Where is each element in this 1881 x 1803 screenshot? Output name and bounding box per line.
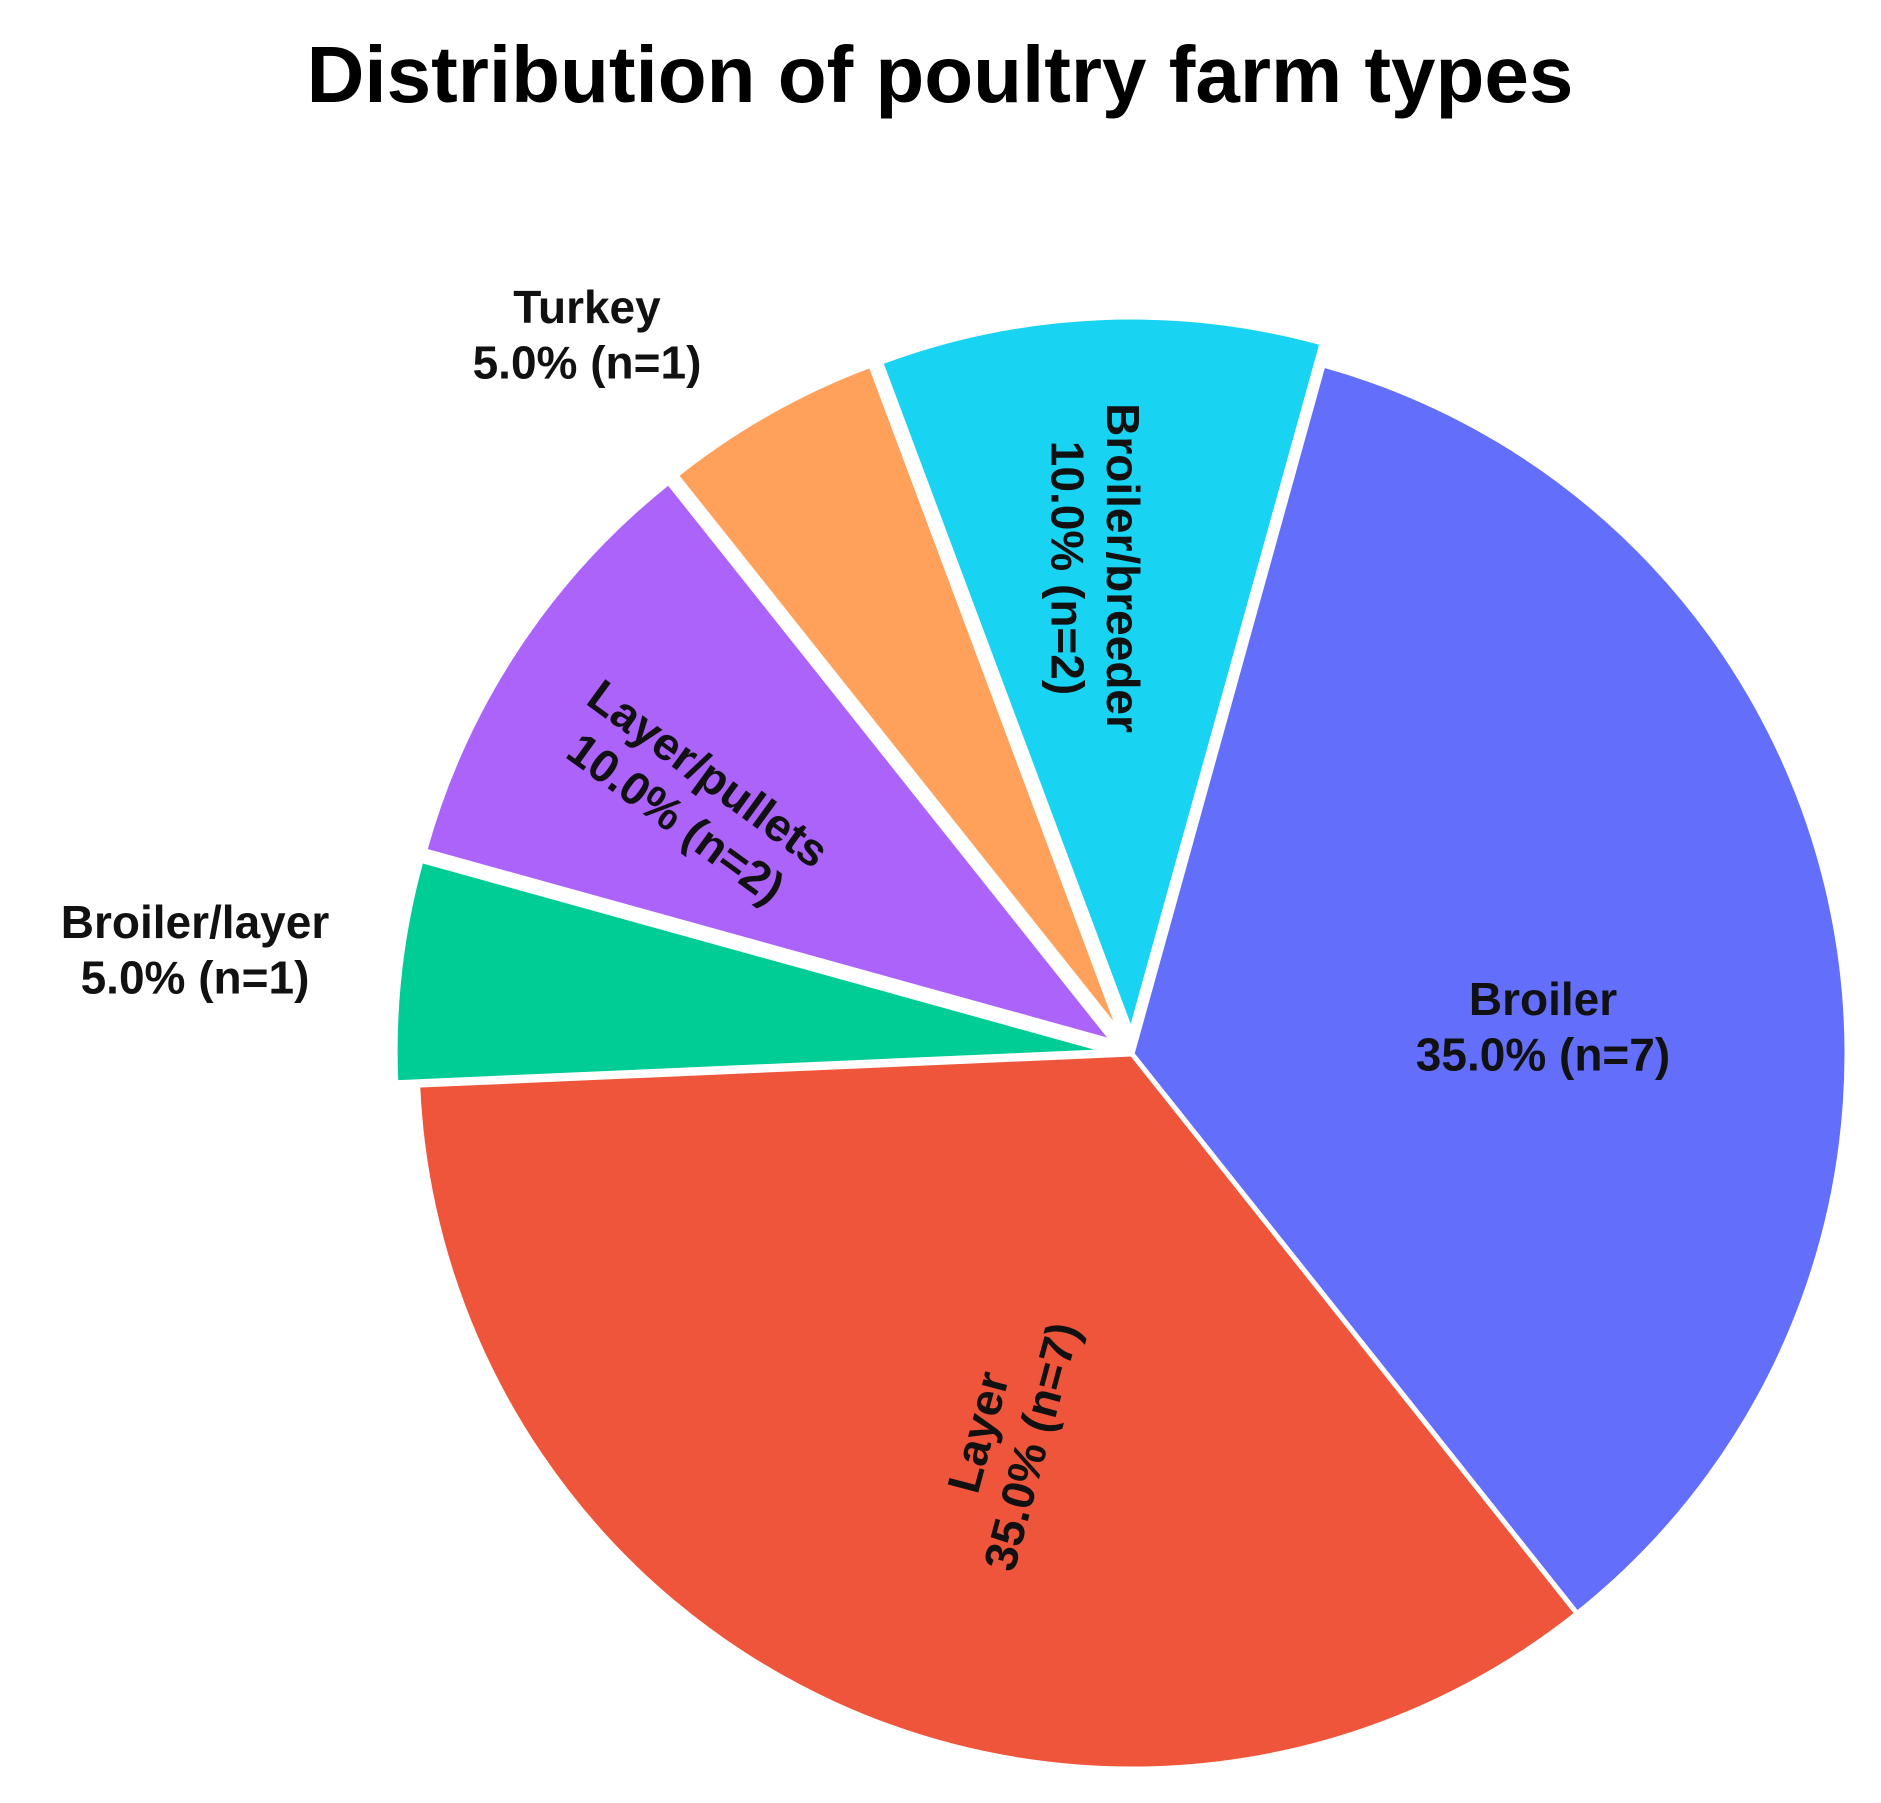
- slice-label-broiler: Broiler 35.0% (n=7): [1416, 973, 1670, 1080]
- pie-slice-layer-pullets: [422, 479, 1117, 1045]
- slice-category-turkey: Turkey: [513, 281, 661, 333]
- slice-value-turkey: 5.0% (n=1): [473, 336, 702, 388]
- pie-slice-broiler-layer: [392, 857, 1113, 1086]
- slices-group: [392, 314, 1850, 1772]
- slice-value-broiler-breeder: 10.0% (n=2): [1042, 441, 1094, 695]
- slice-label-turkey: Turkey 5.0% (n=1): [473, 281, 702, 388]
- pie-slice-layer: [415, 1051, 1580, 1772]
- slice-category-broiler-breeder: Broiler/breeder: [1097, 403, 1149, 733]
- slice-value-broiler: 35.0% (n=7): [1416, 1028, 1670, 1080]
- slice-value-broiler-layer: 5.0% (n=1): [81, 951, 310, 1003]
- pie-slice-turkey: [673, 362, 1124, 1038]
- slice-category-broiler-layer: Broiler/layer: [61, 896, 330, 948]
- slice-category-broiler: Broiler: [1469, 973, 1617, 1025]
- slice-label-broiler-breeder: Broiler/breeder10.0% (n=2): [1042, 403, 1149, 733]
- pie-slice-broiler-breeder: [878, 314, 1325, 1035]
- chart-title: Distribution of poultry farm types: [307, 30, 1574, 119]
- slice-label-broiler-layer: Broiler/layer 5.0% (n=1): [61, 896, 330, 1003]
- pie-slice-broiler: [1129, 362, 1850, 1617]
